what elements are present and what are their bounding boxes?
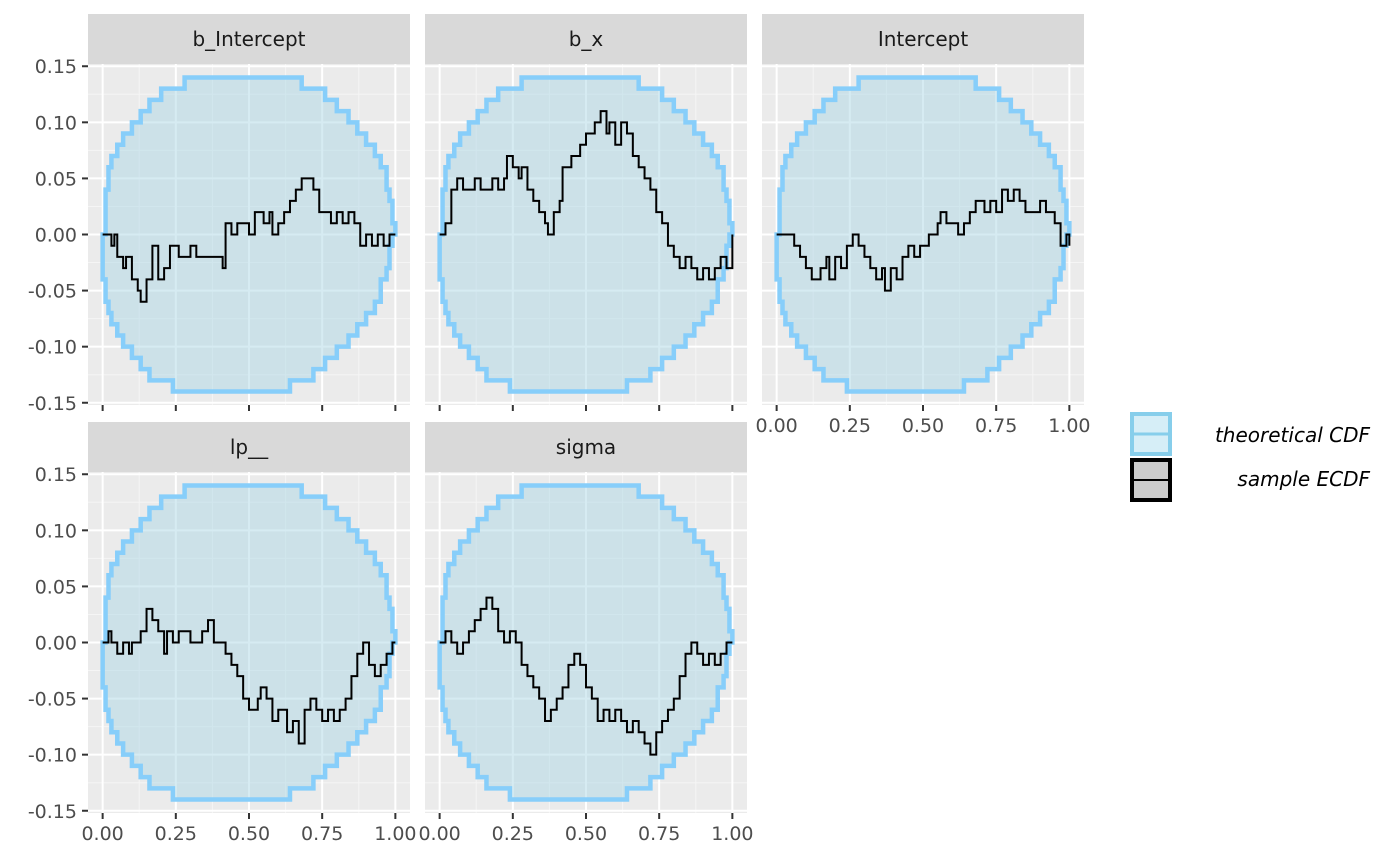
y-tick-label: 0.15	[35, 464, 77, 486]
facet-title: Intercept	[878, 27, 969, 51]
x-tick-label: 0.00	[81, 823, 123, 845]
x-tick-label: 0.50	[228, 823, 270, 845]
y-tick-label: 0.00	[35, 225, 77, 247]
facet-panel-4: sigma 0.00 0.25 0.50 0.75 1.00	[418, 422, 754, 845]
legend-label-theoretical-cdf: theoretical CDF	[1215, 423, 1371, 447]
y-tick-label: 0.10	[35, 112, 77, 134]
y-tick-label: 0.00	[35, 633, 77, 655]
sample-ecdf-line	[102, 607, 396, 745]
facet-title: lp__	[230, 435, 269, 459]
facet-strip	[88, 14, 410, 64]
sample-ecdf-line	[439, 110, 734, 281]
facet-strip	[425, 14, 747, 64]
facet-title: b_Intercept	[192, 27, 305, 51]
y-tick-label: -0.15	[28, 393, 77, 415]
x-tick-label: 0.50	[565, 823, 607, 845]
x-tick-label: 0.75	[301, 823, 343, 845]
x-tick-label: 1.00	[711, 823, 753, 845]
facet-panel-3: lp__0.150.100.050.00-0.05-0.10-0.150.00 0…	[28, 422, 417, 845]
facet-title: b_x	[569, 27, 604, 51]
facet-strip	[762, 14, 1084, 64]
facet-strip	[88, 422, 410, 472]
sample-ecdf-line	[102, 177, 396, 303]
x-tick-label: 0.75	[638, 823, 680, 845]
x-tick-label: 0.00	[418, 823, 460, 845]
y-tick-label: 0.05	[35, 168, 77, 190]
facet-panel-2: Intercept 0.00 0.25 0.50 0.75 1.00	[755, 14, 1091, 437]
x-tick-label: 0.75	[975, 415, 1017, 437]
sample-ecdf-line	[439, 596, 733, 756]
y-tick-label: 0.10	[35, 520, 77, 542]
x-tick-label: 0.25	[829, 415, 871, 437]
x-tick-label: 0.00	[755, 415, 797, 437]
y-tick-label: -0.05	[28, 689, 77, 711]
y-tick-label: -0.10	[28, 745, 77, 767]
legend-label-sample-ecdf: sample ECDF	[1237, 467, 1370, 491]
x-tick-label: 1.00	[374, 823, 416, 845]
legend: theoretical CDF sample ECDF	[1130, 412, 1371, 502]
x-tick-label: 0.25	[492, 823, 534, 845]
facet-strip	[425, 422, 747, 472]
facet-title: sigma	[556, 435, 616, 459]
y-tick-label: -0.10	[28, 337, 77, 359]
x-tick-label: 0.25	[155, 823, 197, 845]
y-tick-label: -0.15	[28, 801, 77, 823]
y-tick-label: -0.05	[28, 281, 77, 303]
facet-panel-0: b_Intercept 0.15 0.10 0.05 0.00 -0.05 -0.10 -0.…	[28, 14, 410, 415]
x-tick-label: 1.00	[1048, 415, 1090, 437]
sample-ecdf-line	[776, 188, 1071, 292]
y-tick-label: 0.15	[35, 56, 77, 78]
facet-panel-1: b_x	[425, 14, 747, 411]
x-tick-label: 0.50	[902, 415, 944, 437]
y-tick-label: 0.05	[35, 576, 77, 598]
